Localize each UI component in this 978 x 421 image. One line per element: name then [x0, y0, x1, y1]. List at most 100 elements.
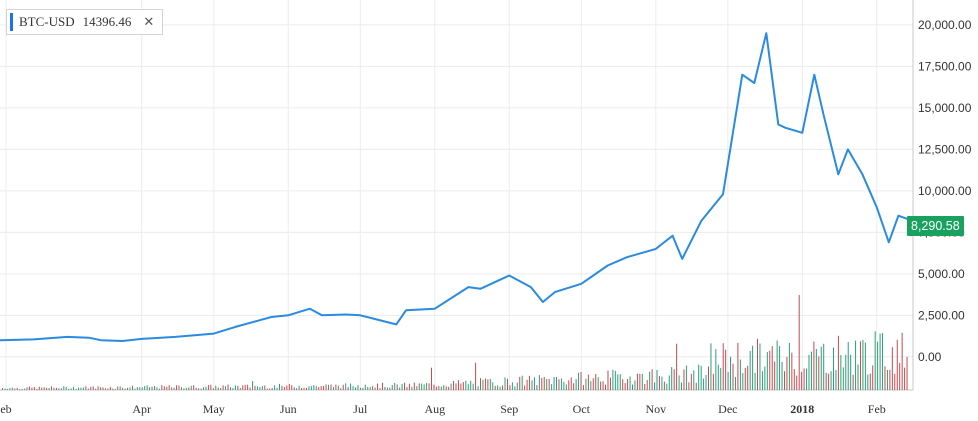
volume-bar [381, 382, 383, 390]
volume-bar [460, 383, 462, 390]
y-tick-label: 12,500.00 [918, 142, 972, 156]
volume-bar [899, 362, 901, 390]
volume-bar [877, 341, 879, 390]
volume-bar [261, 385, 263, 390]
volume-bar [234, 385, 236, 390]
volume-bar [158, 388, 160, 390]
volume-bar [38, 386, 40, 390]
volume-bar [855, 340, 857, 390]
volume-bar [700, 365, 702, 390]
volume-bar [367, 386, 369, 390]
volume-bar [656, 369, 658, 390]
volume-bar [867, 374, 869, 390]
volume-bar [11, 387, 13, 390]
volume-bar [332, 386, 334, 390]
x-tick-label: Oct [573, 402, 591, 416]
volume-bar [450, 383, 452, 390]
y-tick-label: 15,000.00 [918, 101, 972, 115]
volume-bar [440, 386, 442, 390]
volume-bar [453, 380, 455, 390]
close-icon[interactable]: ✕ [143, 14, 155, 30]
volume-bar [328, 384, 330, 390]
volume-bar [411, 386, 413, 390]
volume-bar [840, 355, 842, 390]
volume-bar [36, 388, 38, 390]
volume-bar [151, 386, 153, 390]
volume-bar [423, 384, 425, 390]
volume-bar [77, 387, 79, 390]
volume-bar [521, 375, 523, 390]
volume-bar [281, 385, 283, 390]
volume-bar [487, 379, 489, 390]
volume-bar [499, 386, 501, 390]
volume-bar [198, 388, 200, 390]
volume-bar [813, 341, 815, 390]
volume-bar [720, 367, 722, 390]
volume-bar [24, 388, 26, 390]
volume-bar [864, 342, 866, 390]
volume-bar [842, 367, 844, 390]
volume-bar [146, 385, 148, 390]
volume-bar [305, 387, 307, 390]
volume-bar [70, 388, 72, 390]
volume-bar [31, 387, 33, 390]
volume-bar [705, 375, 707, 390]
volume-bar [134, 388, 136, 390]
volume-bar [269, 388, 271, 390]
volume-bar [408, 383, 410, 390]
volume-bar [906, 356, 908, 390]
volume-bar [68, 388, 70, 390]
volume-bar [386, 387, 388, 390]
volume-bar [722, 343, 724, 390]
legend-color-bar [10, 13, 13, 31]
volume-bar [354, 387, 356, 390]
volume-bar [551, 384, 553, 390]
volume-bar [2, 388, 3, 390]
volume-bar [597, 377, 599, 390]
volume-bar [511, 382, 513, 390]
volume-bar [144, 386, 146, 390]
volume-bar [347, 387, 349, 390]
volume-bar [896, 339, 898, 390]
volume-bar [820, 346, 822, 390]
volume-bar [153, 386, 155, 390]
volume-bar [60, 388, 62, 390]
volume-bar [46, 387, 48, 390]
volume-bar [573, 383, 575, 390]
volume-bar [847, 342, 849, 390]
volume-bar [232, 388, 234, 390]
volume-bar [673, 369, 675, 390]
last-price-badge: 8,290.58 [907, 216, 964, 236]
volume-bar [904, 367, 906, 390]
volume-bar [592, 378, 594, 390]
volume-bar [200, 388, 202, 390]
volume-bar [582, 385, 584, 390]
volume-bar [185, 387, 187, 390]
x-tick-label: eb [0, 402, 11, 416]
volume-bar [73, 386, 75, 390]
x-tick-label: Aug [424, 402, 445, 416]
volume-bar [845, 354, 847, 390]
volume-bar [587, 374, 589, 390]
volume-bar [482, 379, 484, 390]
volume-bar [210, 384, 212, 390]
legend-chip[interactable]: BTC-USD 14396.46 ✕ [6, 9, 164, 35]
volume-bar [136, 387, 138, 390]
volume-bar [894, 373, 896, 390]
x-tick-label: Dec [718, 402, 737, 416]
y-tick-label: 5,000.00 [918, 267, 965, 281]
volume-bar [217, 387, 219, 390]
x-tick-label: Nov [645, 402, 666, 416]
volume-bar [237, 385, 239, 390]
volume-bar [315, 386, 317, 390]
volume-bar [171, 387, 173, 390]
volume-bar [122, 387, 124, 390]
volume-bar [396, 384, 398, 390]
volume-bar [43, 387, 45, 390]
volume-bar [850, 354, 852, 390]
volume-bar [82, 387, 84, 390]
volume-bar [781, 361, 783, 390]
volume-bar [886, 369, 888, 390]
volume-bar [614, 370, 616, 390]
